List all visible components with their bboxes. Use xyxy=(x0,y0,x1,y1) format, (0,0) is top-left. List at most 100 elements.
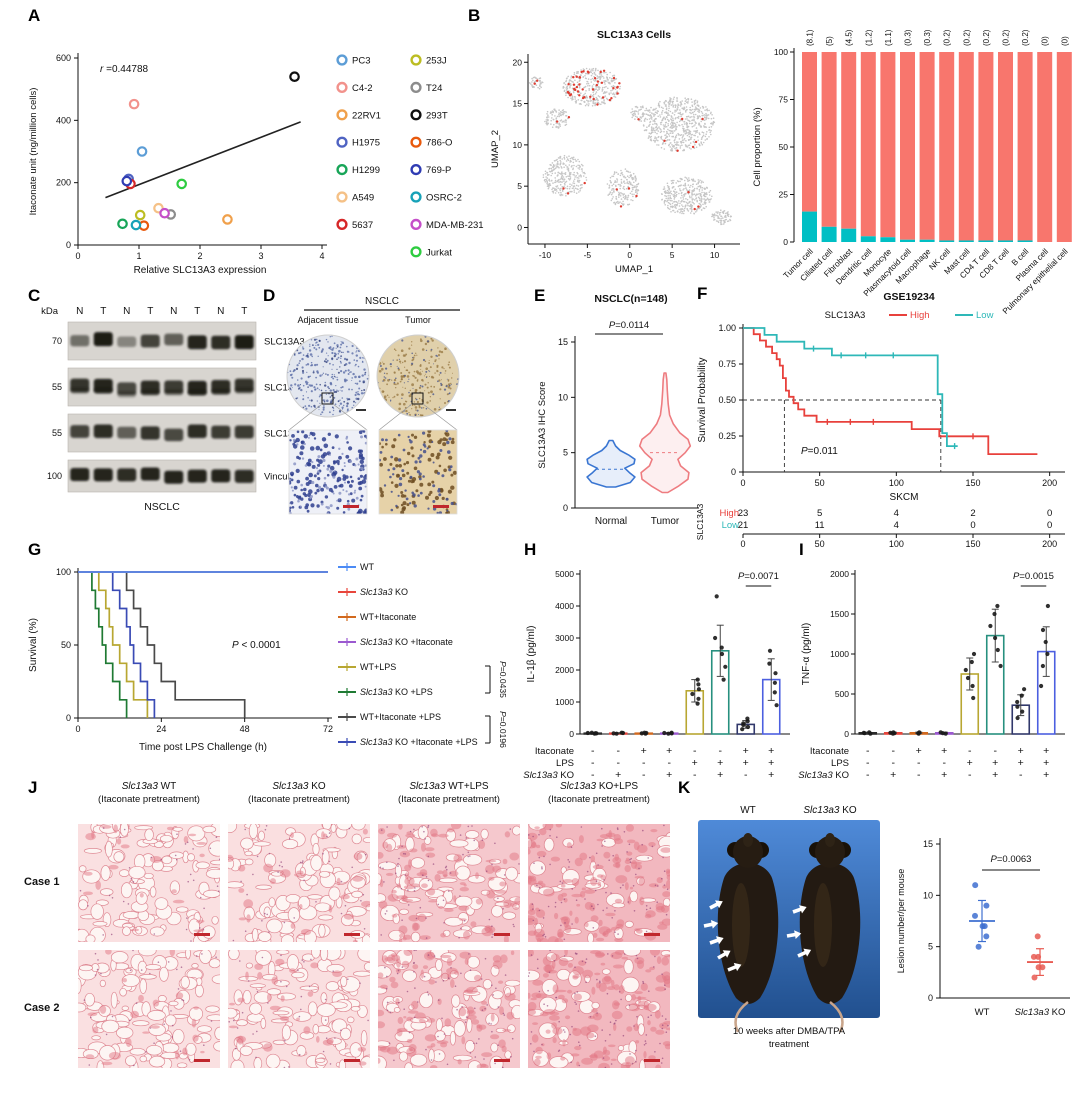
svg-text:769-P: 769-P xyxy=(426,165,451,176)
svg-text:Slc13a3 KO +Itaconate +LPS: Slc13a3 KO +Itaconate +LPS xyxy=(360,737,478,747)
panel-d-label: D xyxy=(263,286,276,305)
svg-text:+: + xyxy=(768,769,774,781)
svg-text:0: 0 xyxy=(563,503,568,513)
svg-text:P=0.0015: P=0.0015 xyxy=(1013,571,1054,582)
svg-text:N: N xyxy=(123,306,130,317)
svg-text:(0.2): (0.2) xyxy=(982,29,991,46)
svg-text:100: 100 xyxy=(889,539,904,549)
svg-text:P=0.011: P=0.011 xyxy=(801,446,838,457)
svg-text:-: - xyxy=(642,769,646,781)
panel-b-umap-chart: SLC13A3 Cells -10 -5 0 5 10 0 5 10 15 20 UMAP_1 UMAP… xyxy=(490,29,740,275)
svg-text:11: 11 xyxy=(815,520,825,531)
svg-text:-: - xyxy=(617,757,621,769)
svg-text:5: 5 xyxy=(563,448,568,458)
svg-text:SLC13A5: SLC13A5 xyxy=(264,429,305,440)
svg-text:Normal: Normal xyxy=(595,516,627,527)
svg-text:75: 75 xyxy=(779,95,789,105)
svg-text:0: 0 xyxy=(66,240,71,250)
svg-text:2000: 2000 xyxy=(830,569,849,579)
svg-text:-: - xyxy=(866,769,870,781)
lesion-arrow xyxy=(792,905,807,914)
svg-text:0.75: 0.75 xyxy=(718,359,736,369)
svg-text:+: + xyxy=(1043,769,1049,781)
svg-text:P=0.0114: P=0.0114 xyxy=(609,320,649,331)
svg-text:1500: 1500 xyxy=(830,609,849,619)
svg-text:(0.2): (0.2) xyxy=(1002,29,1011,46)
svg-text:+: + xyxy=(1043,745,1049,757)
svg-text:+: + xyxy=(992,757,998,769)
svg-text:N: N xyxy=(217,306,224,317)
panel-g-label: G xyxy=(28,540,42,559)
svg-text:N: N xyxy=(76,306,83,317)
svg-text:0: 0 xyxy=(740,539,745,549)
lesion-arrow xyxy=(703,920,719,929)
svg-text:-: - xyxy=(943,757,947,769)
svg-text:+: + xyxy=(992,769,998,781)
svg-text:Adjacent tissue: Adjacent tissue xyxy=(297,315,358,325)
panel-i-label: I xyxy=(799,540,804,559)
svg-text:Itaconate unit (ng/million cel: Itaconate unit (ng/million cells) xyxy=(28,88,39,216)
svg-text:-: - xyxy=(642,757,646,769)
svg-text:SLC13A3 IHC Score: SLC13A3 IHC Score xyxy=(537,381,548,468)
svg-text:Low: Low xyxy=(976,310,994,321)
svg-text:Survival (%): Survival (%) xyxy=(28,618,39,672)
svg-text:5637: 5637 xyxy=(352,220,373,231)
svg-text:70: 70 xyxy=(52,336,62,346)
svg-text:Low: Low xyxy=(722,520,740,531)
svg-text:(1.1): (1.1) xyxy=(884,29,893,46)
lesion-arrow xyxy=(786,930,802,939)
svg-text:Itaconate: Itaconate xyxy=(810,746,849,757)
svg-text:0: 0 xyxy=(970,520,975,531)
lesion-arrow xyxy=(709,936,724,945)
svg-text:Slc13a3 KO: Slc13a3 KO xyxy=(360,587,408,597)
svg-text:50: 50 xyxy=(815,478,825,488)
svg-text:LPS: LPS xyxy=(831,758,849,769)
svg-text:0: 0 xyxy=(75,251,80,261)
svg-text:200: 200 xyxy=(56,178,71,188)
svg-text:0.50: 0.50 xyxy=(718,395,736,405)
svg-text:SLC13A2: SLC13A2 xyxy=(264,383,305,394)
svg-text:Vinculin: Vinculin xyxy=(264,472,297,483)
histology-image xyxy=(228,824,370,942)
svg-text:H1299: H1299 xyxy=(352,165,380,176)
histology-image xyxy=(378,824,520,942)
svg-text:(0.3): (0.3) xyxy=(904,29,913,46)
svg-text:MDA-MB-231: MDA-MB-231 xyxy=(426,220,484,231)
svg-text:200: 200 xyxy=(1042,478,1057,488)
svg-text:Slc13a3 KO +Itaconate: Slc13a3 KO +Itaconate xyxy=(360,637,453,647)
svg-text:+: + xyxy=(743,757,749,769)
svg-text:(0.2): (0.2) xyxy=(1021,29,1030,46)
svg-text:+: + xyxy=(768,757,774,769)
svg-text:P=0.0196: P=0.0196 xyxy=(498,711,508,748)
svg-text:(1.2): (1.2) xyxy=(864,29,873,46)
svg-text:(0.2): (0.2) xyxy=(943,29,952,46)
svg-text:SLC13A3 Cells: SLC13A3 Cells xyxy=(597,29,671,41)
svg-text:Tumor: Tumor xyxy=(405,315,431,325)
panel-j-column-title: Slc13a3 WT (Itaconate pretreatment) xyxy=(98,781,200,805)
svg-text:500: 500 xyxy=(835,689,849,699)
histology-image xyxy=(78,950,220,1068)
svg-text:WT+Itaconate +LPS: WT+Itaconate +LPS xyxy=(360,712,441,722)
svg-text:23: 23 xyxy=(738,508,749,519)
svg-text:-: - xyxy=(591,745,595,757)
svg-text:10: 10 xyxy=(513,140,523,150)
panel-j-case-label: Case 1 xyxy=(24,876,60,888)
svg-text:-: - xyxy=(693,769,697,781)
svg-text:3: 3 xyxy=(258,251,263,261)
svg-text:0: 0 xyxy=(731,467,736,477)
histology-image xyxy=(378,950,520,1068)
svg-text:SLC13A3: SLC13A3 xyxy=(825,310,866,321)
panel-f-label: F xyxy=(697,284,708,303)
histology-image xyxy=(78,824,220,942)
svg-text:4: 4 xyxy=(319,251,324,261)
svg-text:(8.1): (8.1) xyxy=(806,29,815,46)
svg-text:72: 72 xyxy=(323,724,333,734)
panel-h-label: H xyxy=(524,540,537,559)
svg-text:kDa: kDa xyxy=(41,306,59,317)
svg-text:GSE19234: GSE19234 xyxy=(883,291,935,303)
svg-text:24: 24 xyxy=(156,724,166,734)
svg-text:-: - xyxy=(617,745,621,757)
svg-text:+: + xyxy=(1018,745,1024,757)
